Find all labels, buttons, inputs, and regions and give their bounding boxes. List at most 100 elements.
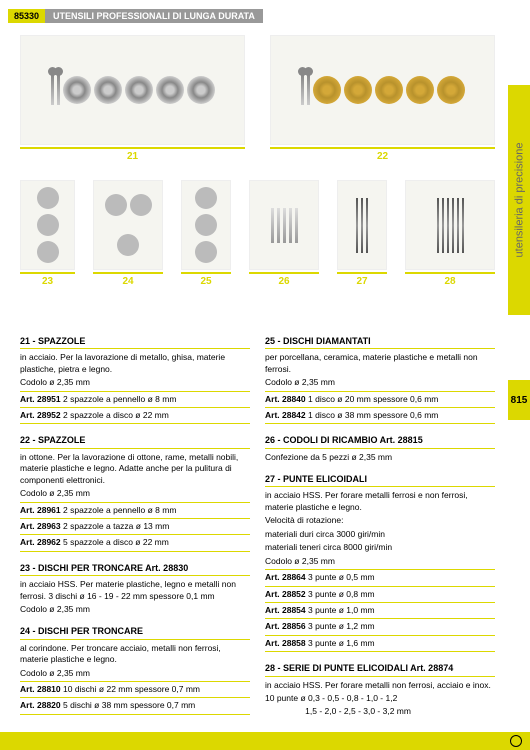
divider bbox=[20, 681, 250, 682]
divider bbox=[181, 272, 231, 274]
side-tab-label: utensileria di precisione bbox=[513, 143, 525, 258]
article-line: Art. 28842 1 disco ø 38 mm spessore 0,6 … bbox=[265, 410, 495, 421]
description-text: materiali teneri circa 8000 giri/min bbox=[265, 542, 495, 553]
description-text: in acciaio HSS. Per materie plastiche, l… bbox=[20, 579, 250, 602]
article-code: Art. 28951 bbox=[20, 394, 61, 404]
divider bbox=[20, 551, 250, 552]
divider bbox=[20, 518, 250, 519]
divider bbox=[265, 423, 495, 424]
divider bbox=[265, 569, 495, 570]
right-column: 25 - DISCHI DIAMANTATI per porcellana, ce… bbox=[265, 335, 495, 725]
image-number: 23 bbox=[42, 276, 53, 287]
article-line: Art. 28962 5 spazzole a disco ø 22 mm bbox=[20, 537, 250, 548]
divider bbox=[93, 272, 163, 274]
section-title: 27 - PUNTE ELICOIDALI bbox=[265, 473, 495, 485]
product-image-28: 28 bbox=[405, 180, 495, 300]
product-section: 21 - SPAZZOLEin acciaio. Per la lavorazi… bbox=[20, 335, 250, 424]
catalog-page: 85330 UTENSILI PROFESSIONALI DI LUNGA DU… bbox=[0, 0, 530, 750]
description-text: Codolo ø 2,35 mm bbox=[20, 377, 250, 388]
header: 85330 UTENSILI PROFESSIONALI DI LUNGA DU… bbox=[8, 8, 500, 24]
divider bbox=[270, 147, 495, 149]
article-line: Art. 28864 3 punte ø 0,5 mm bbox=[265, 572, 495, 583]
section-title: 24 - DISCHI PER TRONCARE bbox=[20, 625, 250, 637]
section-title: 28 - SERIE DI PUNTE ELICOIDALI Art. 2887… bbox=[265, 662, 495, 674]
article-code: Art. 28852 bbox=[265, 589, 306, 599]
description-text: per porcellana, ceramica, materie plasti… bbox=[265, 352, 495, 375]
left-column: 21 - SPAZZOLEin acciaio. Per la lavorazi… bbox=[20, 335, 250, 725]
divider bbox=[265, 407, 495, 408]
article-line: Art. 28852 3 punte ø 0,8 mm bbox=[265, 589, 495, 600]
section-title: 23 - DISCHI PER TRONCARE Art. 28830 bbox=[20, 562, 250, 574]
article-line: Art. 28820 5 dischi ø 38 mm spessore 0,7… bbox=[20, 700, 250, 711]
product-section: 27 - PUNTE ELICOIDALIin acciaio HSS. Per… bbox=[265, 473, 495, 652]
article-code: Art. 28963 bbox=[20, 521, 61, 531]
divider bbox=[20, 448, 250, 449]
article-code: Art. 28854 bbox=[265, 605, 306, 615]
divider bbox=[405, 272, 495, 274]
divider bbox=[20, 639, 250, 640]
footer-bar bbox=[0, 732, 530, 750]
image-placeholder bbox=[93, 180, 163, 270]
description-text: Codolo ø 2,35 mm bbox=[20, 488, 250, 499]
article-line: Art. 28961 2 spazzole a pennello ø 8 mm bbox=[20, 505, 250, 516]
divider bbox=[337, 272, 387, 274]
article-line: Art. 28951 2 spazzole a pennello ø 8 mm bbox=[20, 394, 250, 405]
section-title: 21 - SPAZZOLE bbox=[20, 335, 250, 347]
divider bbox=[265, 391, 495, 392]
divider bbox=[20, 348, 250, 349]
divider bbox=[20, 407, 250, 408]
article-code: Art. 28961 bbox=[20, 505, 61, 515]
product-code: 85330 bbox=[8, 9, 45, 23]
divider bbox=[20, 502, 250, 503]
product-image-23: 23 bbox=[20, 180, 75, 300]
product-section: 23 - DISCHI PER TRONCARE Art. 28830 in ac… bbox=[20, 562, 250, 616]
product-image-24: 24 bbox=[93, 180, 163, 300]
article-code: Art. 28856 bbox=[265, 621, 306, 631]
divider bbox=[20, 697, 250, 698]
description-text: al corindone. Per troncare acciaio, meta… bbox=[20, 643, 250, 666]
image-number: 22 bbox=[377, 151, 388, 162]
product-image-21: 21 bbox=[20, 35, 245, 165]
divider bbox=[20, 272, 75, 274]
description-text: Codolo ø 2,35 mm bbox=[265, 556, 495, 567]
description-text: Codolo ø 2,35 mm bbox=[20, 604, 250, 615]
side-tab: utensileria di precisione bbox=[508, 85, 530, 315]
image-number: 26 bbox=[278, 276, 289, 287]
image-placeholder bbox=[249, 180, 319, 270]
description-text: Confezione da 5 pezzi ø 2,35 mm bbox=[265, 452, 495, 463]
divider bbox=[249, 272, 319, 274]
image-number: 25 bbox=[200, 276, 211, 287]
description-text: materiali duri circa 3000 giri/min bbox=[265, 529, 495, 540]
divider bbox=[20, 391, 250, 392]
page-number: 815 bbox=[508, 380, 530, 420]
description-text: 10 punte ø 0,3 - 0,5 - 0,8 - 1,0 - 1,2 bbox=[265, 693, 495, 704]
article-code: Art. 28820 bbox=[20, 700, 61, 710]
image-number: 21 bbox=[127, 151, 138, 162]
image-placeholder bbox=[337, 180, 387, 270]
article-code: Art. 28952 bbox=[20, 410, 61, 420]
description-text: in ottone. Per la lavorazione di ottone,… bbox=[20, 452, 250, 486]
article-code: Art. 28962 bbox=[20, 537, 61, 547]
product-image-27: 27 bbox=[337, 180, 387, 300]
divider bbox=[265, 676, 495, 677]
article-line: Art. 28858 3 punte ø 1,6 mm bbox=[265, 638, 495, 649]
image-placeholder bbox=[20, 35, 245, 145]
divider bbox=[265, 486, 495, 487]
article-line: Art. 28952 2 spazzole a disco ø 22 mm bbox=[20, 410, 250, 421]
divider bbox=[20, 714, 250, 715]
article-line: Art. 28963 2 spazzole a tazza ø 13 mm bbox=[20, 521, 250, 532]
section-title: 25 - DISCHI DIAMANTATI bbox=[265, 335, 495, 347]
image-placeholder bbox=[20, 180, 75, 270]
divider bbox=[20, 534, 250, 535]
image-number: 28 bbox=[444, 276, 455, 287]
article-code: Art. 28864 bbox=[265, 572, 306, 582]
image-placeholder bbox=[405, 180, 495, 270]
divider bbox=[265, 348, 495, 349]
article-line: Art. 28840 1 disco ø 20 mm spessore 0,6 … bbox=[265, 394, 495, 405]
article-line: Art. 28854 3 punte ø 1,0 mm bbox=[265, 605, 495, 616]
description-text: Velocità di rotazione: bbox=[265, 515, 495, 526]
footer-icon bbox=[510, 735, 522, 747]
category-title: UTENSILI PROFESSIONALI DI LUNGA DURATA bbox=[45, 9, 263, 23]
product-section: 24 - DISCHI PER TRONCARE al corindone. Pe… bbox=[20, 625, 250, 714]
divider bbox=[265, 448, 495, 449]
